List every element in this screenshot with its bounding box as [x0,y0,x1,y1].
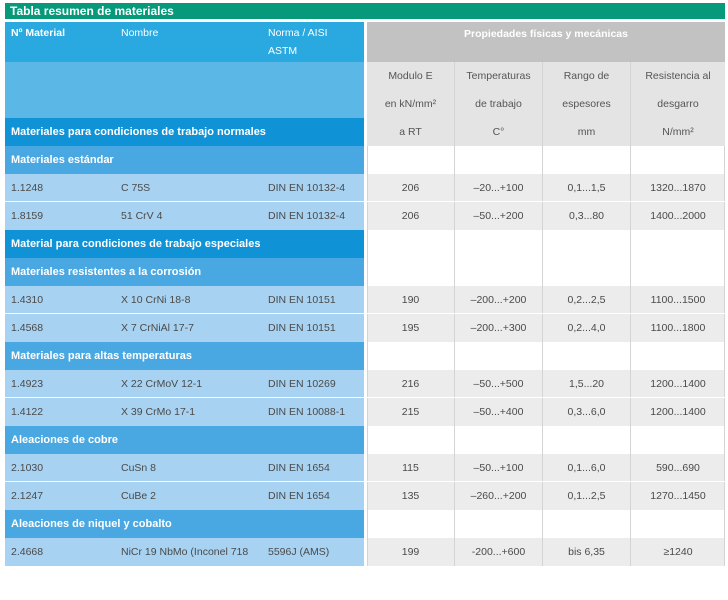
table-row: 2.1247 CuBe 2 DIN EN 1654 [5,482,364,510]
subsection-estandar: Materiales estándar [5,146,364,174]
col-resistencia: Resistencia al desgarro N/mm² [645,70,711,138]
subsection-altas: Materiales para altas temperaturas [5,342,364,370]
table-row: 206 –50...+200 0,3...80 1400...2000 [367,202,725,230]
table-row: 195 –200...+300 0,2...4,0 1100...1800 [367,314,725,342]
table-row: 2.4668 NiCr 19 NbMo (Inconel 718 5596J (… [5,538,364,566]
table-row: 190 –200...+200 0,2...2,5 1100...1500 [367,286,725,314]
row-divider [5,313,725,314]
header-left-spacer [5,62,364,118]
properties-body: 206 –20...+100 0,1...1,5 1320...1870 206… [367,146,725,566]
row-divider [5,201,725,202]
grid-line [542,62,543,566]
table-row: 1.1248 C 75S DIN EN 10132-4 [5,174,364,202]
row-divider [5,481,725,482]
table-row: 1.4923 X 22 CrMoV 12-1 DIN EN 10269 [5,370,364,398]
table-row: 2.1030 CuSn 8 DIN EN 1654 [5,454,364,482]
header-material: Nº Material [11,27,66,39]
grid-line [367,146,368,566]
subsection-niquel: Aleaciones de niquel y cobalto [5,510,364,538]
table-row: 1.4122 X 39 CrMo 17-1 DIN EN 10088-1 [5,398,364,426]
table-row: 1.4568 X 7 CrNiAl 17-7 DIN EN 10151 [5,314,364,342]
header-properties: Propiedades físicas y mecánicas [367,22,725,62]
col-temperaturas: Temperaturas de trabajo C° [466,70,531,138]
table-row: 199 -200...+600 bis 6,35 ≥1240 [367,538,725,566]
table-row: 1.8159 51 CrV 4 DIN EN 10132-4 [5,202,364,230]
section-especiales: Material para condiciones de trabajo esp… [5,230,364,258]
properties-label: Propiedades físicas y mecánicas [463,28,628,40]
header-nombre: Nombre [121,27,159,39]
table-row: 216 –50...+500 1,5...20 1200...1400 [367,370,725,398]
header-left: Nº Material Nombre Norma / AISI ASTM [5,22,364,62]
subsection-corrosion: Materiales resistentes a la corrosión [5,258,364,286]
col-rango: Rango de espesores mm [562,70,611,138]
header-norma-line1: Norma / AISI [268,27,328,39]
header-norma-line2: ASTM [268,45,298,57]
row-divider [5,397,725,398]
grid-line [724,146,725,566]
subsection-cobre: Aleaciones de cobre [5,426,364,454]
table-row: 135 –260...+200 0,1...2,5 1270...1450 [367,482,725,510]
table-row: 1.4310 X 10 CrNi 18-8 DIN EN 10151 [5,286,364,314]
table-row: 115 –50...+100 0,1...6,0 590...690 [367,454,725,482]
table-row: 215 –50...+400 0,3...6,0 1200...1400 [367,398,725,426]
section-normales: Materiales para condiciones de trabajo n… [5,118,364,146]
table-title: Tabla resumen de materiales [5,3,725,19]
table-row: 206 –20...+100 0,1...1,5 1320...1870 [367,174,725,202]
grid-line [454,62,455,566]
grid-line [630,62,631,566]
